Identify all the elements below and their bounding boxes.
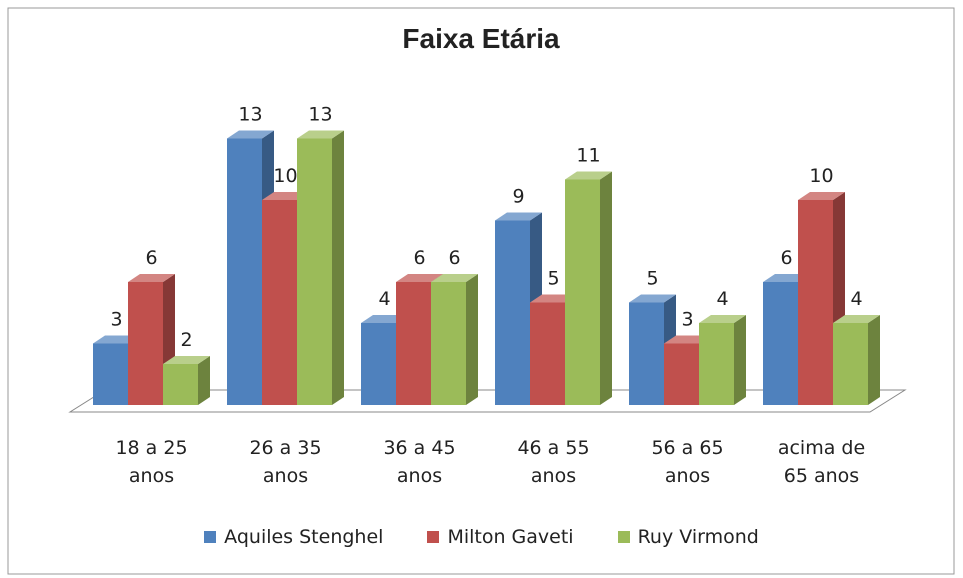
bar-top (431, 274, 478, 282)
data-label: 11 (576, 145, 600, 167)
bar-top (699, 315, 746, 323)
bar-top (297, 130, 344, 139)
x-tick-label: 46 a 55 anos (517, 437, 590, 487)
bar-top (833, 315, 880, 323)
legend-swatch (204, 531, 217, 543)
legend-label: Ruy Virmond (637, 526, 759, 548)
bar-side (466, 274, 478, 405)
bar-side (332, 130, 344, 405)
data-label: 13 (308, 104, 332, 126)
bar (629, 302, 664, 405)
data-label: 3 (110, 309, 122, 331)
bar (664, 343, 699, 405)
legend-item: Milton Gaveti (427, 526, 574, 548)
bar-top (128, 274, 175, 282)
chart-title: Faixa Etária (402, 23, 560, 54)
bar (128, 282, 163, 405)
bar (530, 302, 565, 405)
bar (396, 282, 431, 405)
bar (699, 323, 734, 405)
data-label: 2 (180, 329, 192, 351)
bar-top (227, 130, 274, 139)
bar (763, 282, 798, 405)
data-label: 3 (681, 309, 693, 331)
bar-side (868, 315, 880, 405)
x-tick-label: acima de 65 anos (777, 437, 866, 487)
data-label: 10 (809, 165, 833, 187)
data-label: 5 (646, 268, 658, 290)
x-tick-label: 36 a 45 anos (383, 437, 456, 487)
bar (163, 364, 198, 405)
legend-item: Aquiles Stenghel (204, 526, 383, 548)
x-tick-label: 18 a 25 anos (115, 437, 188, 487)
legend: Aquiles Stenghel Milton Gaveti Ruy Virmond (0, 526, 963, 548)
bar-top (565, 171, 612, 180)
legend-label: Milton Gaveti (447, 526, 574, 548)
bar (431, 282, 466, 405)
bar (361, 323, 396, 405)
data-label: 5 (547, 268, 559, 290)
data-label: 4 (378, 288, 390, 310)
bar (227, 138, 262, 405)
bar (297, 138, 332, 405)
bar-top (396, 274, 443, 282)
bar-side (198, 356, 210, 405)
data-label: 4 (716, 288, 728, 310)
bar-top (798, 192, 845, 200)
bar (565, 179, 600, 405)
legend-swatch (617, 531, 630, 543)
bar (798, 200, 833, 405)
bar (833, 323, 868, 405)
data-label: 6 (413, 247, 425, 269)
data-label: 6 (780, 247, 792, 269)
bar (495, 220, 530, 405)
data-label: 13 (238, 104, 262, 126)
bar-top (629, 294, 676, 303)
bar (93, 343, 128, 405)
bar-top (163, 356, 210, 364)
x-tick-label: 56 a 65 anos (651, 437, 724, 487)
bar-top (495, 212, 542, 221)
data-label: 10 (273, 165, 297, 187)
bar (262, 200, 297, 405)
legend-swatch (427, 531, 440, 543)
bar-side (734, 315, 746, 405)
data-label: 6 (448, 247, 460, 269)
bar-side (600, 171, 612, 405)
data-label: 6 (145, 247, 157, 269)
data-label: 9 (512, 186, 524, 208)
x-tick-label: 26 a 35 anos (249, 437, 322, 487)
legend-item: Ruy Virmond (617, 526, 759, 548)
legend-label: Aquiles Stenghel (224, 526, 384, 548)
data-label: 4 (850, 288, 862, 310)
